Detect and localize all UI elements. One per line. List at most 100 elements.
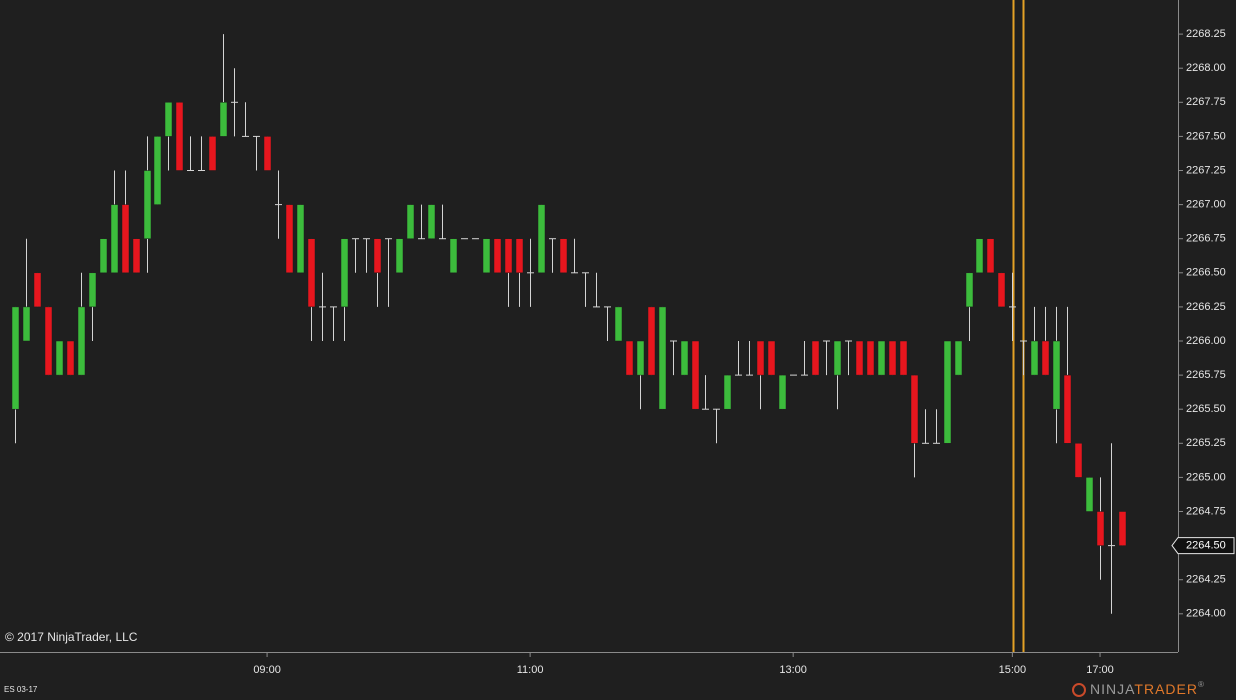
- last-price-marker: [1171, 537, 1235, 555]
- candle-body: [143, 170, 152, 239]
- y-tick-label: 2266.50: [1186, 267, 1226, 279]
- candle-body: [33, 272, 42, 308]
- candle-body: [767, 340, 776, 376]
- candle-body: [975, 238, 984, 274]
- y-tick-label: 2267.00: [1186, 199, 1226, 211]
- candle-body: [1085, 477, 1094, 512]
- candle-body: [132, 238, 141, 274]
- candle-body: [406, 204, 415, 239]
- candle-body: [997, 272, 1006, 308]
- x-tick-label: 13:00: [779, 664, 807, 676]
- candle-body: [1030, 340, 1039, 376]
- candle-body: [1096, 511, 1105, 546]
- candle-body: [647, 306, 656, 376]
- y-tick-label: 2267.25: [1186, 164, 1226, 176]
- candle-body: [811, 340, 820, 376]
- candle-body: [110, 204, 119, 274]
- candle-body: [11, 306, 20, 410]
- y-tick-label: 2265.75: [1186, 369, 1226, 381]
- candle-body: [449, 238, 458, 274]
- candle-body: [965, 272, 974, 308]
- candle-body: [680, 340, 689, 376]
- copyright: © 2017 NinjaTrader, LLC: [5, 630, 138, 644]
- candle-body: [88, 272, 97, 308]
- candle-body: [1052, 340, 1061, 410]
- candle-body: [1118, 511, 1127, 546]
- logo-icon: [1072, 683, 1086, 697]
- candle-body: [833, 340, 842, 376]
- candle-body: [888, 340, 897, 376]
- candle-body: [1074, 443, 1083, 478]
- candle-body: [340, 238, 349, 308]
- y-tick-label: 2267.75: [1186, 96, 1226, 108]
- candle-body: [954, 340, 963, 376]
- candle-body: [855, 340, 864, 376]
- candle-body: [723, 374, 732, 410]
- candle-body: [164, 102, 173, 137]
- candle-body: [559, 238, 568, 274]
- candle-body: [504, 238, 513, 274]
- logo-mark: ®: [1198, 680, 1205, 689]
- candle-body: [22, 306, 31, 342]
- candle-body: [55, 340, 64, 376]
- candle-body: [175, 102, 184, 171]
- candle-body: [910, 374, 919, 444]
- y-tick-label: 2267.50: [1186, 130, 1226, 142]
- logo-right: TRADER: [1134, 681, 1198, 697]
- candle-body: [636, 340, 645, 376]
- y-tick-label: 2264.00: [1186, 608, 1226, 620]
- x-tick-label: 11:00: [517, 664, 544, 676]
- y-tick-label: 2266.25: [1186, 301, 1226, 313]
- logo-left: NINJA: [1090, 681, 1135, 697]
- candle-body: [756, 340, 765, 376]
- candle-body: [614, 306, 623, 342]
- candle-body: [77, 306, 86, 376]
- candle-body: [296, 204, 305, 274]
- y-tick-label: 2264.25: [1186, 574, 1226, 586]
- candle-body: [1063, 374, 1072, 444]
- candle-body: [986, 238, 995, 274]
- candle-body: [66, 340, 75, 376]
- x-tick-label: 09:00: [253, 664, 281, 676]
- candle-body: [899, 340, 908, 376]
- candle-body: [778, 374, 787, 410]
- x-tick-label: 17:00: [1086, 664, 1114, 676]
- instrument: ES 03-17: [4, 685, 38, 694]
- candle-body: [285, 204, 294, 274]
- candle-body: [99, 238, 108, 274]
- candle-body: [208, 136, 217, 171]
- candle-body: [625, 340, 634, 376]
- candle-body: [373, 238, 382, 274]
- last-price-label: 2264.50: [1186, 540, 1226, 552]
- y-tick-label: 2265.50: [1186, 403, 1226, 415]
- y-tick-label: 2265.25: [1186, 437, 1226, 449]
- candle-body: [219, 102, 228, 137]
- candle-body: [121, 204, 130, 274]
- candle-body: [482, 238, 491, 274]
- candle-body: [877, 340, 886, 376]
- candle-body: [691, 340, 700, 410]
- y-tick-label: 2264.75: [1186, 505, 1226, 517]
- y-tick-label: 2266.00: [1186, 335, 1226, 347]
- y-tick-label: 2268.00: [1186, 62, 1226, 74]
- candle-body: [515, 238, 524, 274]
- logo: NINJATRADER®: [1072, 680, 1205, 697]
- candle-body: [427, 204, 436, 239]
- y-tick-label: 2268.25: [1186, 28, 1226, 40]
- candle-body: [153, 136, 162, 205]
- candle-body: [263, 136, 272, 171]
- candle-body: [1041, 340, 1050, 376]
- logo-text: NINJATRADER®: [1090, 680, 1205, 697]
- candle-body: [44, 306, 53, 376]
- x-tick-label: 15:00: [999, 664, 1027, 676]
- candle-body: [395, 238, 404, 274]
- candle-body: [307, 238, 316, 308]
- candle-body: [866, 340, 875, 376]
- candle-body: [658, 306, 667, 410]
- candle-body: [537, 204, 546, 274]
- candle-body: [943, 340, 952, 444]
- y-tick-label: 2266.75: [1186, 233, 1226, 245]
